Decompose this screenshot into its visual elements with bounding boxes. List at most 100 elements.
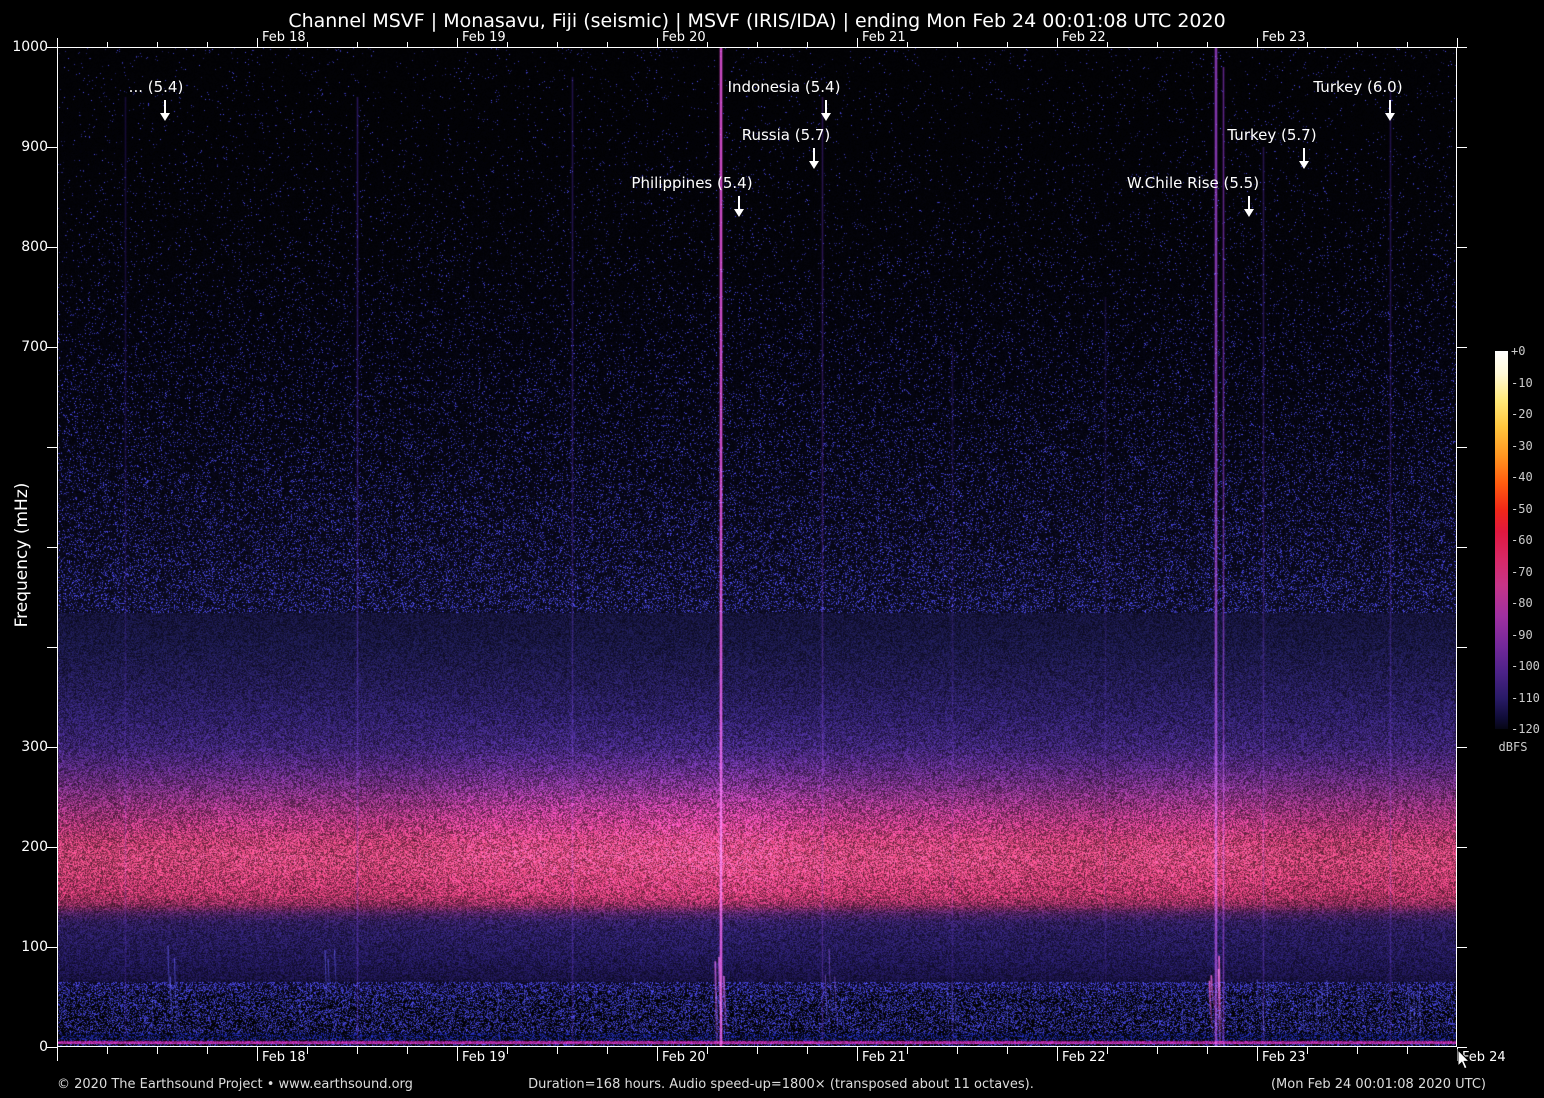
y-axis-tick-left [47,747,57,748]
y-axis-tick-left [47,547,57,548]
colorbar-tick-label: -30 [1511,438,1533,453]
colorbar-tick-label: -90 [1511,627,1533,642]
x-axis-major-tick-bottom [1257,1047,1258,1061]
y-axis-label: 300 [21,739,48,755]
x-axis-label-bottom: Feb 18 [262,1050,306,1065]
x-axis-major-tick-bottom [857,1047,858,1061]
footer-timestamp: (Mon Feb 24 00:01:08 2020 UTC) [1270,1077,1486,1092]
footer-duration-info: Duration=168 hours. Audio speed-up=1800×… [528,1077,1034,1092]
x-axis-minor-tick-bottom [557,1047,558,1054]
colorbar-unit-label: dBFS [1498,740,1528,754]
y-axis-tick-right [1457,547,1467,548]
y-axis-label: 900 [21,139,48,155]
x-axis-major-tick-bottom [457,1047,458,1061]
x-axis-minor-tick-bottom [907,1047,908,1054]
x-axis-minor-tick-bottom [1357,1047,1358,1054]
y-axis-tick-right [1457,247,1467,248]
y-axis-tick-right [1457,847,1467,848]
x-axis-major-tick-bottom [657,1047,658,1061]
x-axis-label-top: Feb 19 [462,30,506,45]
x-axis-label-bottom: Feb 20 [662,1050,706,1065]
x-axis-minor-tick-bottom [707,1047,708,1054]
x-axis-major-tick-bottom [257,1047,258,1061]
x-axis-major-tick-bottom [1057,1047,1058,1061]
x-axis-major-tick-top [657,38,658,47]
y-axis-tick-left [47,1047,57,1048]
x-axis-major-tick-top [857,38,858,47]
x-axis-minor-tick-bottom [507,1047,508,1054]
y-axis-tick-left [47,947,57,948]
colorbar-tick-label: -40 [1511,470,1533,484]
x-axis-label-top: Feb 22 [1062,30,1106,45]
colorbar-tick-label: -20 [1511,407,1533,421]
y-axis-label: 100 [21,939,48,955]
x-axis-label-top: Feb 18 [262,30,306,45]
footer-copyright: © 2020 The Earthsound Project • www.eart… [57,1077,413,1092]
x-axis-minor-tick-bottom [957,1047,958,1054]
x-axis-minor-tick-bottom [1407,1047,1408,1054]
y-axis-label: 1000 [12,39,48,55]
x-axis-major-tick-top [257,38,258,47]
y-axis-tick-left [47,347,57,348]
y-axis-label: 0 [39,1039,48,1055]
y-axis-tick-right [1457,947,1467,948]
x-axis-minor-tick-bottom [607,1047,608,1054]
y-axis-tick-left [47,647,57,648]
y-axis-tick-left [47,447,57,448]
x-axis-minor-tick-bottom [157,1047,158,1054]
x-axis-minor-tick-bottom [307,1047,308,1054]
spectrogram-canvas [57,47,1457,1047]
colorbar-tick-label: -110 [1511,690,1540,705]
x-axis-minor-tick-bottom [207,1047,208,1054]
y-axis-tick-right [1457,1047,1467,1048]
x-axis-major-tick-top [1457,38,1458,47]
x-axis-major-tick-bottom [57,1047,58,1061]
y-axis-tick-left [47,47,57,48]
x-axis-minor-tick-bottom [1107,1047,1108,1054]
x-axis-label-bottom: Feb 21 [862,1050,906,1065]
x-axis-minor-tick-bottom [407,1047,408,1054]
colorbar-tick-label: -60 [1511,533,1533,547]
x-axis-label-top: Feb 21 [862,30,906,45]
x-axis-label-bottom: Feb 19 [462,1050,506,1065]
y-axis-tick-left [47,847,57,848]
x-axis-minor-tick-bottom [1307,1047,1308,1054]
y-axis-tick-right [1457,647,1467,648]
colorbar-tick-label: -50 [1511,501,1533,516]
x-axis-minor-tick-bottom [357,1047,358,1054]
x-axis-major-tick-top [1057,38,1058,47]
y-axis-tick-right [1457,347,1467,348]
page-title: Channel MSVF | Monasavu, Fiji (seismic) … [288,10,1226,32]
y-axis-title: Frequency (mHz) [12,482,32,628]
x-axis-label-top: Feb 23 [1262,30,1306,45]
y-axis-tick-right [1457,47,1467,48]
x-axis-label-bottom: Feb 23 [1262,1050,1306,1065]
colorbar-gradient [1495,351,1508,729]
x-axis-major-tick-top [457,38,458,47]
x-axis-label-top: Feb 20 [662,30,706,45]
x-axis-minor-tick-bottom [757,1047,758,1054]
colorbar-tick-label: -10 [1511,375,1533,390]
x-axis-major-tick-top [57,38,58,47]
y-axis-tick-left [47,247,57,248]
y-axis-label: 700 [21,339,48,355]
x-axis-minor-tick-bottom [807,1047,808,1054]
x-axis-major-tick-top [1257,38,1258,47]
y-axis-tick-right [1457,447,1467,448]
colorbar-tick-label: -70 [1511,564,1533,579]
y-axis-tick-left [47,147,57,148]
colorbar-tick-label: +0 [1511,344,1526,358]
x-axis-minor-tick-bottom [1207,1047,1208,1054]
mouse-cursor-icon [1457,1049,1471,1070]
colorbar-tick-label: -120 [1511,722,1540,736]
y-axis-tick-right [1457,747,1467,748]
colorbar-tick-label: -80 [1511,596,1533,610]
x-axis-minor-tick-bottom [107,1047,108,1054]
y-axis-label: 200 [21,839,48,855]
y-axis-label: 800 [21,239,48,255]
x-axis-minor-tick-bottom [1157,1047,1158,1054]
x-axis-minor-tick-bottom [1007,1047,1008,1054]
x-axis-label-bottom: Feb 22 [1062,1050,1106,1065]
y-axis-tick-right [1457,147,1467,148]
